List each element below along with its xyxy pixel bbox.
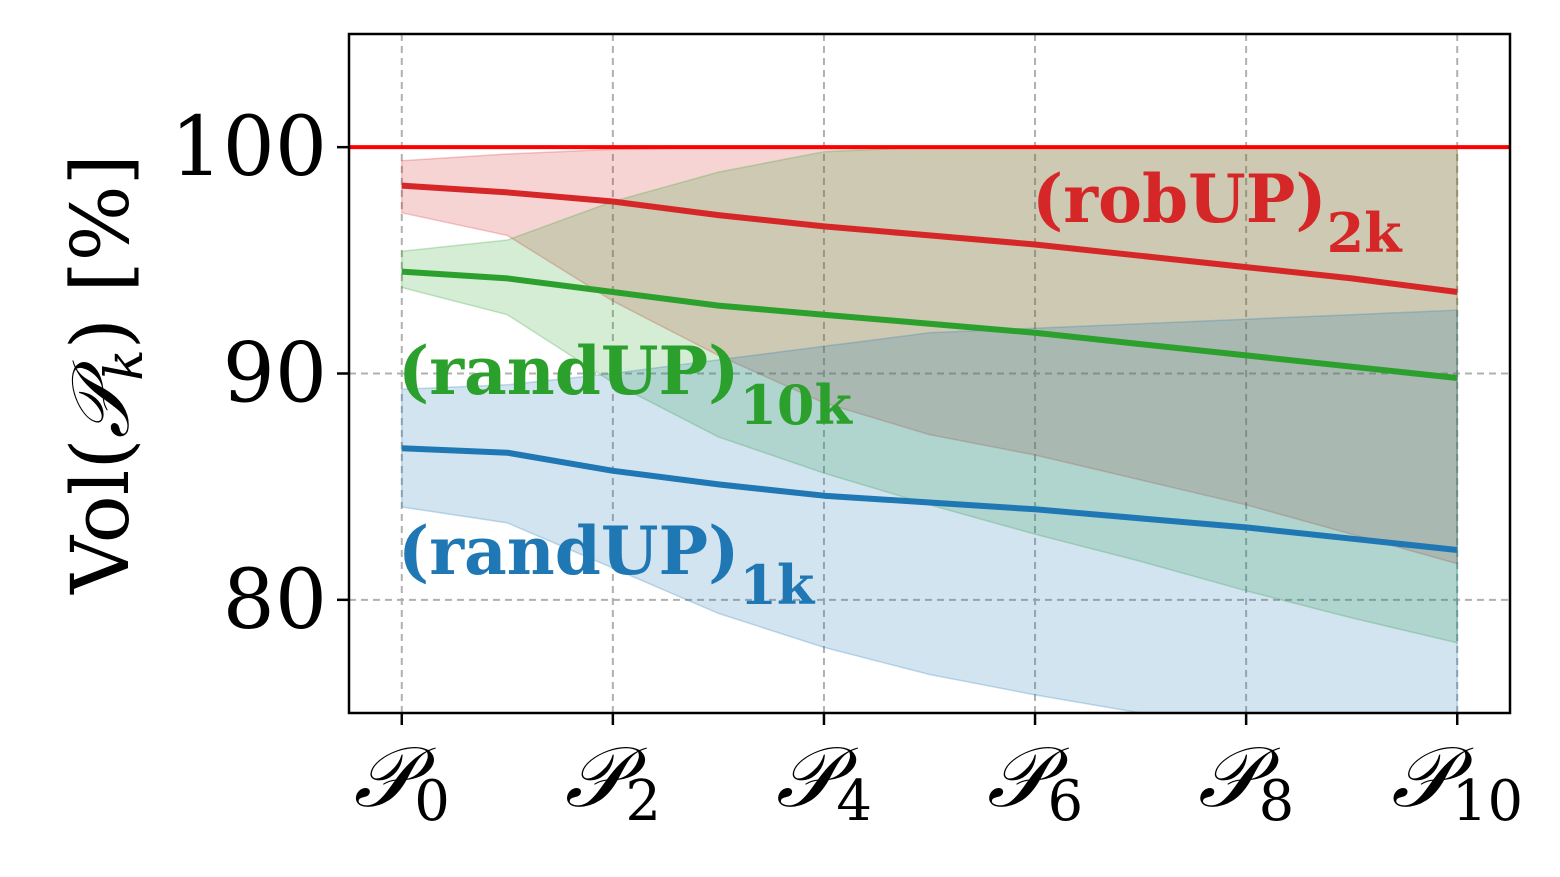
x-tick-label-1: 𝒫2 [565,728,661,834]
x-tick-label-3: 𝒫6 [987,728,1083,834]
confidence-bands [401,146,1458,713]
series-label-randup-10k: (randUP)10k [398,332,853,437]
band-2 [401,309,1458,713]
series-lines [349,145,1510,553]
x-tick-label-0: 𝒫0 [354,728,450,834]
y-tick-label-0: 80 [223,553,327,648]
mean-line-0 [401,182,1458,295]
x-tick-label-4: 𝒫8 [1198,728,1294,834]
series-label-robup-2k: (robUP)2k [1032,160,1403,265]
mean-line-1 [401,268,1458,381]
y-tick-label-1: 90 [223,327,327,422]
y-tick-label-2: 100 [170,100,327,195]
x-tick-label-5: 𝒫10 [1391,728,1523,834]
mean-line-2 [401,445,1458,553]
y-axis-label: Vol(𝒫k) [%] [54,154,155,595]
x-tick-label-2: 𝒫4 [776,728,872,834]
series-label-randup-1k: (randUP)1k [398,512,816,617]
band-1 [401,146,1458,644]
